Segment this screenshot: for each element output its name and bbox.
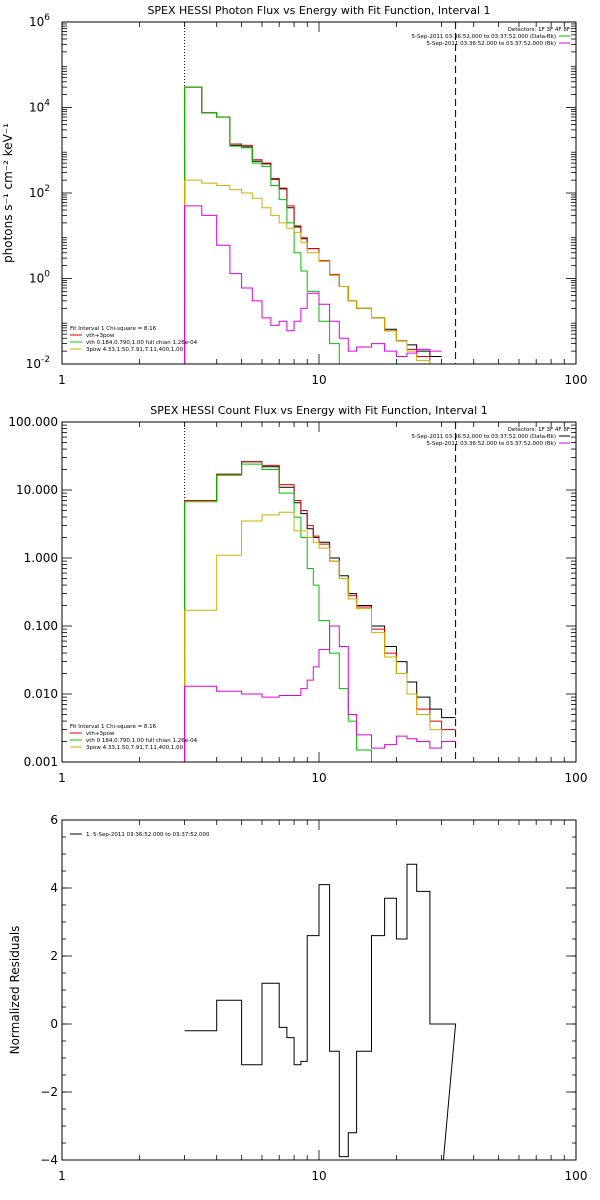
y-tick-label: 6 bbox=[50, 813, 58, 827]
chart-panel-1: SPEX HESSI Photon Flux vs Energy with Fi… bbox=[1, 4, 587, 387]
legend-entry-text: 1. 5-Sep-2011 03:36:52.000 to 03:37:52.0… bbox=[86, 832, 210, 838]
series-vth bbox=[184, 86, 349, 364]
legend-fit-interval: Fit Interval 1 Chi-square = 8.16 bbox=[70, 724, 157, 730]
x-tick-label: 10 bbox=[311, 771, 326, 785]
y-tick-label: 0.001 bbox=[24, 755, 58, 769]
series-group bbox=[184, 863, 457, 1160]
plot-frame bbox=[61, 421, 577, 763]
series-bk bbox=[184, 625, 456, 762]
legend-entry-text: 3pow 4.33,1.50,7.91,7.11,400,1.00 bbox=[86, 347, 184, 353]
x-tick-label: 10 bbox=[311, 1169, 326, 1183]
y-tick-label: 4 bbox=[50, 881, 58, 895]
y-tick-label: 104 bbox=[29, 99, 50, 115]
series-bk bbox=[184, 205, 442, 364]
chart-title: SPEX HESSI Photon Flux vs Energy with Fi… bbox=[147, 4, 490, 17]
plot-frame bbox=[61, 21, 577, 365]
legend-fit-interval: Fit Interval 1 Chi-square = 8.16 bbox=[70, 326, 157, 332]
y-tick-label: −2 bbox=[40, 1085, 58, 1099]
series-group bbox=[184, 86, 442, 364]
series-data bbox=[184, 86, 442, 364]
y-tick-label: 1.000 bbox=[24, 551, 58, 565]
legend-entry-text: vth+3pow bbox=[86, 333, 115, 339]
plot-frame bbox=[61, 819, 577, 1161]
series-vth+3pow bbox=[184, 86, 442, 364]
chart-title: SPEX HESSI Count Flux vs Energy with Fit… bbox=[150, 404, 487, 417]
x-tick-label: 10 bbox=[311, 373, 326, 387]
series-3pow bbox=[184, 179, 431, 364]
legend-detectors: Detectors: 1F 3F 4F 8F bbox=[508, 27, 570, 33]
legend-entry-text: vth 0.184,0.790,1.00 full chian 1.26e-04 bbox=[86, 340, 198, 346]
x-tick-label: 100 bbox=[565, 1169, 588, 1183]
x-tick-label: 1 bbox=[58, 1169, 66, 1183]
y-tick-label: 100 bbox=[29, 270, 50, 286]
chart-panel-2: SPEX HESSI Count Flux vs Energy with Fit… bbox=[8, 404, 587, 785]
legend-entry-text: vth 0.184,0.790,1.00 full chian 1.26e-04 bbox=[86, 738, 198, 744]
legend-entry-text: 5-Sep-2011 03:36:52.000 to 03:37:52.000 … bbox=[427, 441, 557, 447]
legend-entry-text: 5-Sep-2011 03:36:52.000 to 03:37:52.000 … bbox=[412, 34, 556, 40]
y-tick-label: 10.000 bbox=[16, 483, 58, 497]
y-axis-label: Normalized Residuals bbox=[8, 926, 22, 1055]
x-tick-label: 100 bbox=[565, 373, 588, 387]
series-data bbox=[184, 461, 456, 762]
y-tick-label: 102 bbox=[29, 184, 50, 200]
legend-entry-text: 3pow 4.33,1.50,7.91,7.11,400,1.00 bbox=[86, 745, 184, 751]
y-tick-label: 106 bbox=[29, 13, 50, 29]
x-tick-label: 1 bbox=[58, 771, 66, 785]
y-tick-label: 100.000 bbox=[8, 415, 58, 429]
legend-entry-text: 5-Sep-2011 03:36:52.000 to 03:37:52.000 … bbox=[427, 41, 557, 47]
y-tick-label: 0.100 bbox=[24, 619, 58, 633]
series-residuals bbox=[184, 863, 457, 1160]
series-group bbox=[184, 461, 456, 762]
y-tick-label: 2 bbox=[50, 949, 58, 963]
series-vth bbox=[184, 463, 372, 762]
legend-entry-text: vth+3pow bbox=[86, 731, 115, 737]
series-vth+3pow bbox=[184, 461, 456, 762]
y-axis-label: photons s⁻¹ cm⁻² keV⁻¹ bbox=[1, 123, 15, 263]
y-tick-label: −4 bbox=[40, 1153, 58, 1167]
legend-detectors: Detectors: 1F 3F 4F 8F bbox=[508, 427, 570, 433]
chart-panel-3: 1 10 100 −4 −2 0 2 4 6 Normalized Residuals 1. 5-S… bbox=[8, 813, 587, 1183]
y-tick-label: 0.010 bbox=[24, 687, 58, 701]
y-tick-label: 0 bbox=[50, 1017, 58, 1031]
legend-entry-text: 5-Sep-2011 03:36:52.000 to 03:37:52.000 … bbox=[412, 434, 556, 440]
series-3pow bbox=[184, 511, 456, 762]
y-tick-label: 10-2 bbox=[26, 355, 50, 371]
x-tick-label: 100 bbox=[565, 771, 588, 785]
x-tick-label: 1 bbox=[58, 373, 66, 387]
